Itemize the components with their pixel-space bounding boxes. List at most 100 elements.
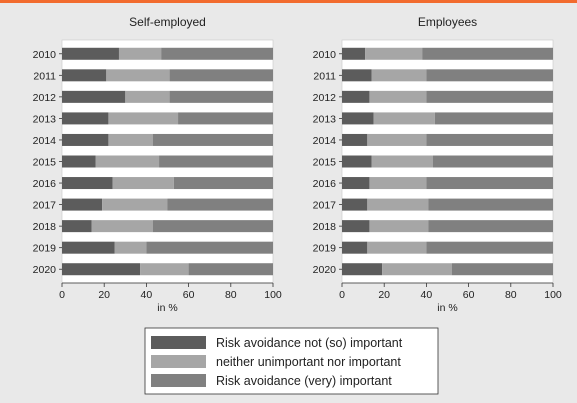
bar-segment	[371, 69, 427, 82]
accent-top-bar	[0, 0, 577, 3]
x-axis-label: in %	[157, 302, 177, 314]
y-tick-label: 2010	[313, 49, 337, 61]
bar-segment	[426, 177, 553, 190]
bar-segment	[342, 112, 374, 125]
bar-segment	[62, 47, 119, 60]
x-tick-label: 0	[59, 289, 65, 301]
bar-segment	[426, 133, 553, 146]
bar-segment	[108, 112, 179, 125]
x-tick-label: 100	[264, 289, 282, 301]
x-tick-label: 20	[98, 289, 110, 301]
bar-segment	[342, 47, 366, 60]
bar-segment	[140, 263, 189, 276]
bar-segment	[367, 198, 429, 211]
legend-swatch	[151, 374, 206, 387]
y-tick-label: 2013	[33, 113, 57, 125]
bar-segment	[62, 90, 126, 103]
bar-segment	[371, 155, 433, 168]
bar-segment	[152, 220, 273, 233]
bar-segment	[365, 47, 423, 60]
bar-segment	[102, 198, 168, 211]
bar-segment	[114, 241, 147, 254]
bar-segment	[169, 69, 273, 82]
bar-segment	[91, 220, 153, 233]
x-tick-label: 60	[463, 289, 475, 301]
bar-segment	[342, 69, 372, 82]
y-tick-label: 2019	[33, 243, 57, 255]
bar-segment	[369, 220, 429, 233]
bar-segment	[426, 90, 553, 103]
bar-segment	[342, 241, 368, 254]
bar-segment	[167, 198, 273, 211]
y-tick-label: 2012	[33, 92, 57, 104]
bar-segment	[62, 112, 109, 125]
y-tick-label: 2014	[33, 135, 57, 147]
bar-segment	[422, 47, 553, 60]
x-tick-label: 20	[378, 289, 390, 301]
bar-segment	[451, 263, 553, 276]
bar-segment	[125, 90, 170, 103]
bar-segment	[159, 155, 273, 168]
bar-segment	[432, 155, 553, 168]
legend-label: neither unimportant nor important	[216, 355, 401, 369]
legend: Risk avoidance not (so) important neither…	[144, 327, 439, 395]
y-tick-label: 2020	[33, 264, 57, 276]
y-tick-label: 2011	[33, 70, 56, 82]
bar-segment	[169, 90, 273, 103]
bar-segment	[161, 47, 273, 60]
x-axis-label: in %	[437, 302, 457, 314]
bar-segment	[108, 133, 153, 146]
y-tick-label: 2018	[313, 221, 337, 233]
y-tick-label: 2018	[33, 221, 57, 233]
bar-segment	[62, 155, 96, 168]
x-tick-label: 40	[141, 289, 153, 301]
bar-segment	[369, 90, 427, 103]
bar-segment	[342, 263, 383, 276]
y-tick-label: 2015	[313, 157, 337, 169]
y-tick-label: 2019	[313, 243, 337, 255]
x-tick-label: 0	[339, 289, 345, 301]
x-tick-label: 40	[421, 289, 433, 301]
bar-segment	[426, 69, 553, 82]
y-tick-label: 2013	[313, 113, 337, 125]
bar-segment	[62, 198, 103, 211]
bar-segment	[342, 220, 370, 233]
y-tick-label: 2017	[33, 200, 57, 212]
chart-panel-2: Employees 2010 2011 2012 2013 2014 2015 2016 201…	[313, 15, 562, 314]
x-tick-label: 80	[505, 289, 517, 301]
legend-label: Risk avoidance (very) important	[216, 374, 392, 388]
legend-swatch	[151, 355, 206, 368]
bar-segment	[95, 155, 160, 168]
bar-segment	[342, 155, 372, 168]
bar-segment	[62, 220, 92, 233]
bar-segment	[62, 133, 109, 146]
bar-segment	[112, 177, 174, 190]
panel-title: Employees	[418, 15, 477, 29]
bar-segment	[152, 133, 273, 146]
bar-segment	[342, 198, 368, 211]
bar-segment	[342, 90, 370, 103]
y-tick-label: 2012	[313, 92, 337, 104]
chart-panel-1: Self-employed201020112012201320142015201…	[33, 15, 282, 314]
y-tick-label: 2011	[313, 70, 336, 82]
bar-segment	[342, 133, 368, 146]
legend-label: Risk avoidance not (so) important	[216, 336, 403, 350]
y-tick-label: 2014	[313, 135, 337, 147]
y-tick-label: 2020	[313, 264, 337, 276]
bar-segment	[178, 112, 273, 125]
y-tick-label: 2016	[313, 178, 337, 190]
bar-segment	[367, 133, 427, 146]
y-tick-label: 2017	[313, 200, 337, 212]
bar-segment	[367, 241, 427, 254]
y-tick-label: 2016	[33, 178, 57, 190]
bar-segment	[426, 241, 553, 254]
legend-swatch	[151, 336, 206, 349]
bar-segment	[62, 69, 107, 82]
bar-segment	[173, 177, 273, 190]
y-tick-label: 2015	[33, 157, 57, 169]
bar-segment	[428, 198, 553, 211]
bar-segment	[369, 177, 427, 190]
bar-segment	[342, 177, 370, 190]
